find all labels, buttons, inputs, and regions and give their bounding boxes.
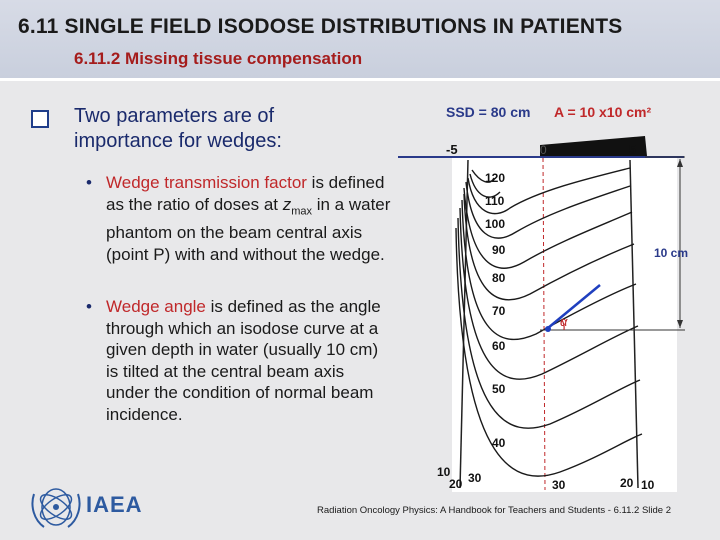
isodose-label-60: 60 <box>492 339 506 353</box>
max-subscript: max <box>291 204 312 217</box>
depth-arrow-up <box>677 159 683 167</box>
wedge-transmission-desc-1: is defined as the ratio of doses at <box>106 173 385 214</box>
isodose-label-90: 90 <box>492 243 506 257</box>
isodose-label-80: 80 <box>492 271 506 285</box>
wedge-filter-shape <box>540 136 647 156</box>
depth-arrow-down <box>677 320 683 328</box>
slide-subtitle: 6.11.2 Missing tissue compensation <box>74 49 363 68</box>
angle-alpha-label: α <box>560 314 568 329</box>
wedge-isodose-diagram: SSD = 80 cm A = 10 x10 cm² -5 0 5 120 11… <box>398 104 688 492</box>
bottom-label-right-10: 10 <box>641 478 655 492</box>
bottom-label-left-10: 10 <box>437 465 451 479</box>
tilt-line <box>547 284 601 329</box>
axis-label-zero: 0 <box>540 143 547 157</box>
bottom-label-right-30: 30 <box>552 478 566 492</box>
bottom-label-right-20: 20 <box>620 476 634 490</box>
isodose-label-110: 110 <box>485 194 505 208</box>
wedge-transmission-desc-2: in a water phantom on the beam central a… <box>106 194 391 264</box>
axis-label-left: -5 <box>446 142 458 157</box>
bullet-dot-icon: • <box>86 173 92 192</box>
wedge-transmission-text: Wedge transmission factor is defined as … <box>106 172 391 265</box>
isodose-labels: 120 110 100 90 80 70 60 50 40 <box>485 171 506 450</box>
isodose-label-120: 120 <box>485 171 505 185</box>
wedge-angle-term: Wedge angle <box>106 297 206 316</box>
bottom-label-left-30: 30 <box>468 471 482 485</box>
isodose-label-70: 70 <box>492 304 506 318</box>
point-p-marker <box>545 326 551 332</box>
wedge-angle-text: Wedge angle is defined as the angle thro… <box>106 296 391 425</box>
central-axis <box>542 157 546 491</box>
wedge-transmission-term: Wedge transmission factor <box>106 173 307 192</box>
slide-title: 6.11 SINGLE FIELD ISODOSE DISTRIBUTIONS … <box>18 15 623 38</box>
bullet-dot-icon: • <box>86 297 92 316</box>
axis-label-right: 5 <box>629 142 636 157</box>
angle-arc <box>561 319 565 331</box>
bottom-labels: 10 20 30 30 20 10 <box>437 465 655 492</box>
checkbox-bullet-icon <box>31 110 49 128</box>
z-symbol: z <box>282 194 292 214</box>
field-edge-right <box>629 159 639 489</box>
title-bar <box>0 0 720 78</box>
isodose-label-100: 100 <box>485 217 505 231</box>
isodose-label-50: 50 <box>492 382 506 396</box>
isodose-curves <box>455 167 643 477</box>
footer-citation: Radiation Oncology Physics: A Handbook f… <box>317 505 672 516</box>
isodose-label-40: 40 <box>492 436 506 450</box>
main-bullet-text: Two parameters are of importance for wed… <box>74 105 282 152</box>
wedge-angle-desc: is defined as the angle through which an… <box>106 297 381 424</box>
depth-label: 10 cm <box>654 246 688 260</box>
bottom-label-left-20: 20 <box>449 477 463 491</box>
water-phantom <box>452 156 677 492</box>
title-divider <box>0 78 720 81</box>
ssd-label: SSD = 80 cm <box>446 104 530 120</box>
iaea-logo-text: IAEA <box>86 492 143 517</box>
iaea-logo-icon <box>31 488 81 528</box>
field-area-label: A = 10 x10 cm² <box>554 104 651 120</box>
